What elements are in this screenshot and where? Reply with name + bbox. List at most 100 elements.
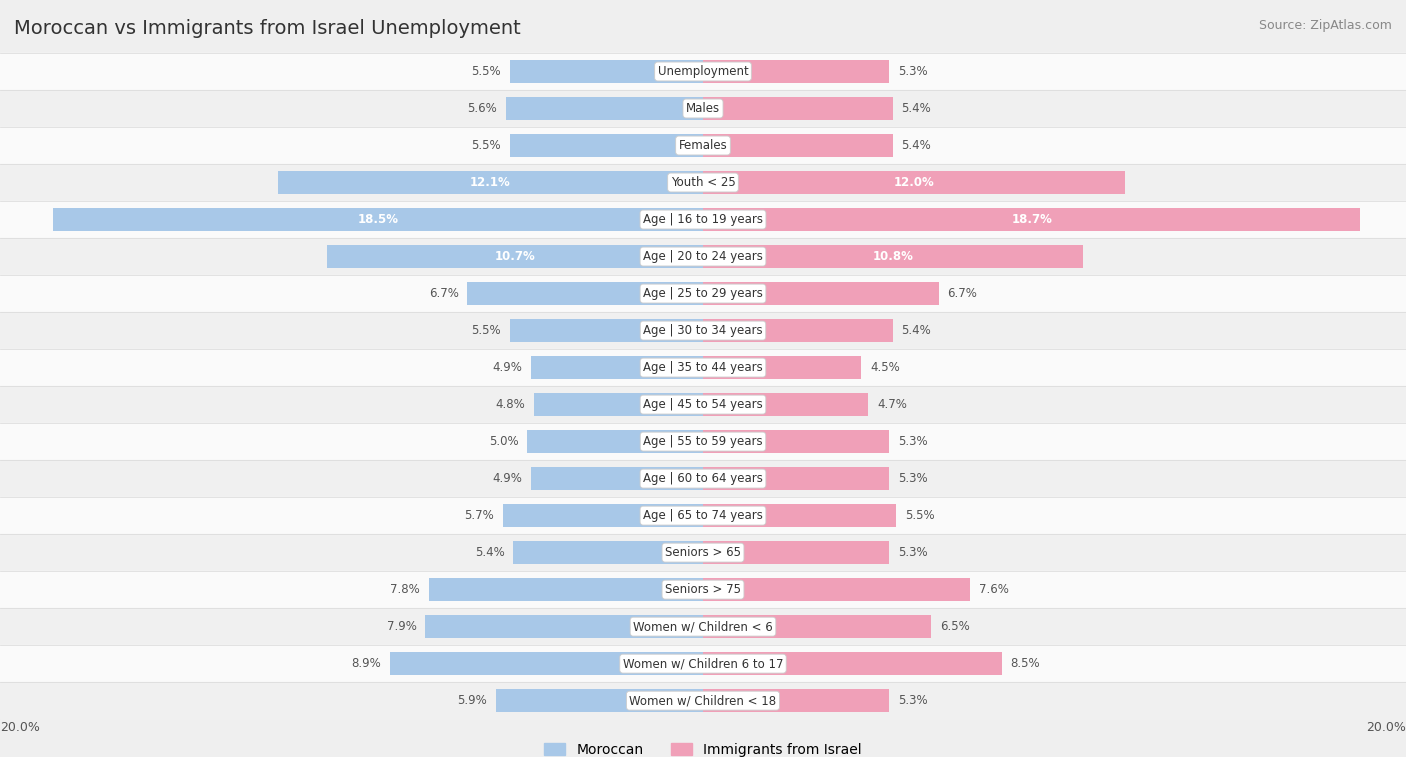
Bar	[0, 312, 1406, 349]
Text: 8.5%: 8.5%	[1011, 657, 1040, 670]
Text: 4.7%: 4.7%	[877, 398, 907, 411]
Text: Source: ZipAtlas.com: Source: ZipAtlas.com	[1258, 19, 1392, 32]
Text: 4.9%: 4.9%	[492, 472, 522, 485]
Text: 6.7%: 6.7%	[429, 287, 458, 300]
Text: 7.8%: 7.8%	[391, 583, 420, 596]
Text: 18.7%: 18.7%	[1011, 213, 1052, 226]
Text: 20.0%: 20.0%	[0, 721, 39, 734]
Bar	[429, 578, 703, 601]
Text: 6.7%: 6.7%	[948, 287, 977, 300]
Bar	[0, 423, 1406, 460]
Text: 7.9%: 7.9%	[387, 620, 416, 633]
Bar	[0, 534, 1406, 571]
Bar	[703, 653, 1001, 675]
Bar	[527, 430, 703, 453]
Text: Women w/ Children < 6: Women w/ Children < 6	[633, 620, 773, 633]
Bar	[703, 245, 1083, 268]
Bar	[703, 689, 889, 712]
Bar	[703, 393, 869, 416]
Text: 5.5%: 5.5%	[471, 324, 501, 337]
Text: Males: Males	[686, 102, 720, 115]
Text: 5.5%: 5.5%	[905, 509, 935, 522]
Bar	[510, 134, 703, 157]
Text: Women w/ Children 6 to 17: Women w/ Children 6 to 17	[623, 657, 783, 670]
Bar	[703, 134, 893, 157]
Text: Youth < 25: Youth < 25	[671, 176, 735, 189]
Bar	[0, 127, 1406, 164]
Bar	[703, 319, 893, 342]
Text: Age | 25 to 29 years: Age | 25 to 29 years	[643, 287, 763, 300]
Text: Age | 45 to 54 years: Age | 45 to 54 years	[643, 398, 763, 411]
Bar	[703, 97, 893, 120]
Bar	[510, 60, 703, 83]
Legend: Moroccan, Immigrants from Israel: Moroccan, Immigrants from Israel	[538, 737, 868, 757]
Text: 12.1%: 12.1%	[470, 176, 510, 189]
Bar	[513, 541, 703, 564]
Text: 5.4%: 5.4%	[901, 324, 931, 337]
Bar	[0, 386, 1406, 423]
Bar	[703, 467, 889, 490]
Bar	[703, 504, 897, 527]
Bar	[425, 615, 703, 638]
Text: 5.4%: 5.4%	[901, 102, 931, 115]
Text: 18.5%: 18.5%	[357, 213, 398, 226]
Bar	[0, 571, 1406, 608]
Text: Age | 20 to 24 years: Age | 20 to 24 years	[643, 250, 763, 263]
Text: Age | 60 to 64 years: Age | 60 to 64 years	[643, 472, 763, 485]
Text: Age | 35 to 44 years: Age | 35 to 44 years	[643, 361, 763, 374]
Bar	[0, 608, 1406, 645]
Text: Females: Females	[679, 139, 727, 152]
Text: 10.7%: 10.7%	[495, 250, 536, 263]
Bar	[328, 245, 703, 268]
Bar	[496, 689, 703, 712]
Bar	[531, 467, 703, 490]
Bar	[703, 60, 889, 83]
Text: Age | 16 to 19 years: Age | 16 to 19 years	[643, 213, 763, 226]
Text: 10.8%: 10.8%	[872, 250, 914, 263]
Text: Unemployment: Unemployment	[658, 65, 748, 78]
Bar	[534, 393, 703, 416]
Bar	[0, 275, 1406, 312]
Text: Seniors > 65: Seniors > 65	[665, 546, 741, 559]
Text: 20.0%: 20.0%	[1367, 721, 1406, 734]
Bar	[0, 238, 1406, 275]
Text: 4.5%: 4.5%	[870, 361, 900, 374]
Bar	[0, 460, 1406, 497]
Bar	[0, 201, 1406, 238]
Text: 12.0%: 12.0%	[894, 176, 934, 189]
Text: Seniors > 75: Seniors > 75	[665, 583, 741, 596]
Bar	[0, 645, 1406, 682]
Text: Age | 30 to 34 years: Age | 30 to 34 years	[643, 324, 763, 337]
Bar	[703, 615, 932, 638]
Bar	[503, 504, 703, 527]
Text: 5.4%: 5.4%	[475, 546, 505, 559]
Bar	[0, 53, 1406, 90]
Bar	[0, 682, 1406, 719]
Text: 5.9%: 5.9%	[457, 694, 486, 707]
Bar	[0, 497, 1406, 534]
Bar	[703, 171, 1125, 194]
Bar	[53, 208, 703, 231]
Text: Moroccan vs Immigrants from Israel Unemployment: Moroccan vs Immigrants from Israel Unemp…	[14, 19, 520, 38]
Text: 4.8%: 4.8%	[496, 398, 526, 411]
Bar	[531, 356, 703, 379]
Bar	[506, 97, 703, 120]
Text: 5.0%: 5.0%	[489, 435, 519, 448]
Text: Women w/ Children < 18: Women w/ Children < 18	[630, 694, 776, 707]
Text: 8.9%: 8.9%	[352, 657, 381, 670]
Text: 7.6%: 7.6%	[979, 583, 1008, 596]
Text: 5.7%: 5.7%	[464, 509, 494, 522]
Bar	[703, 356, 860, 379]
Text: Age | 55 to 59 years: Age | 55 to 59 years	[643, 435, 763, 448]
Bar	[703, 541, 889, 564]
Text: 5.3%: 5.3%	[898, 65, 928, 78]
Bar	[703, 578, 970, 601]
Text: 5.3%: 5.3%	[898, 472, 928, 485]
Bar	[391, 653, 703, 675]
Bar	[703, 208, 1360, 231]
Bar	[467, 282, 703, 305]
Bar	[510, 319, 703, 342]
Bar	[0, 349, 1406, 386]
Bar	[0, 90, 1406, 127]
Bar	[703, 430, 889, 453]
